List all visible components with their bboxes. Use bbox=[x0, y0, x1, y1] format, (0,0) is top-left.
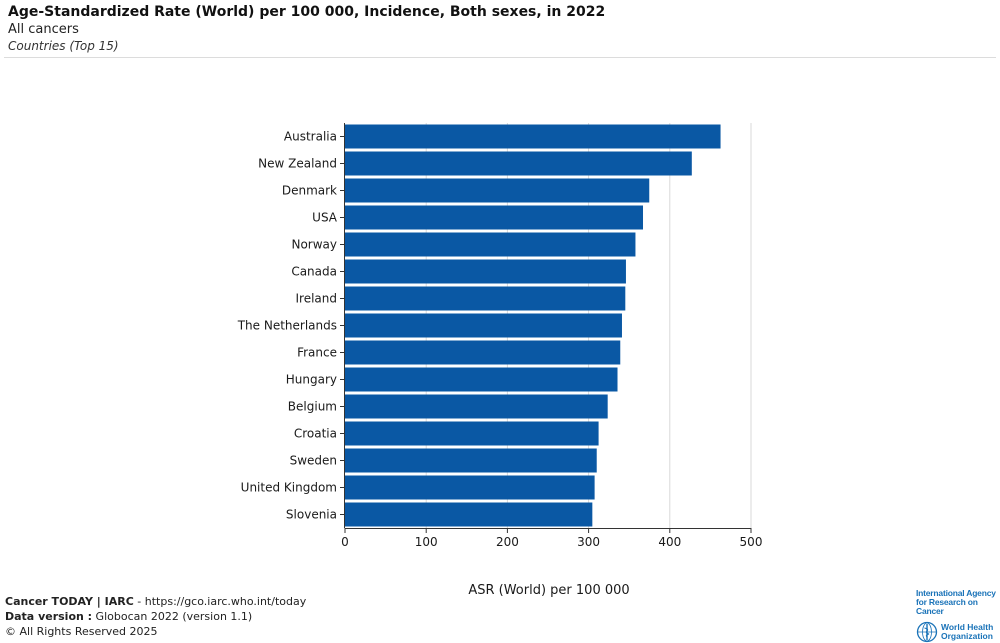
bar: Australia: 462.5 bbox=[345, 124, 721, 149]
bar: United Kingdom: 307.4 bbox=[345, 475, 595, 500]
chart-header: Age-Standardized Rate (World) per 100 00… bbox=[8, 3, 995, 54]
category-label: Hungary bbox=[286, 373, 337, 387]
chart-scope: Countries (Top 15) bbox=[8, 39, 119, 53]
category-label: Australia bbox=[284, 130, 337, 144]
bar: New Zealand: 427.1 bbox=[345, 151, 692, 176]
category-label: Sweden bbox=[290, 454, 337, 468]
who-emblem-icon bbox=[916, 621, 938, 643]
category-label: The Netherlands bbox=[237, 319, 337, 333]
bar: The Netherlands: 341.1 bbox=[345, 313, 622, 338]
x-tick-label: 500 bbox=[740, 535, 763, 549]
bar: Slovenia: 304.6 bbox=[345, 502, 593, 527]
footer-data-version: Data version : Globocan 2022 (version 1.… bbox=[5, 609, 306, 624]
data-version-value: Globocan 2022 (version 1.1) bbox=[92, 610, 253, 623]
x-tick-label: 100 bbox=[415, 535, 438, 549]
footer-url: - https://gco.iarc.who.int/today bbox=[133, 595, 307, 608]
footer: Cancer TODAY | IARC - https://gco.iarc.w… bbox=[5, 594, 306, 639]
who-logo-line1: World Health bbox=[941, 622, 994, 632]
bar: Denmark: 374.7 bbox=[345, 178, 650, 203]
data-version-label: Data version : bbox=[5, 610, 93, 623]
category-label: Denmark bbox=[282, 184, 337, 198]
category-label: Belgium bbox=[288, 400, 337, 414]
bar: Croatia: 312.3 bbox=[345, 421, 599, 446]
bar: France: 339 bbox=[345, 340, 621, 365]
x-tick-label: 300 bbox=[577, 535, 600, 549]
footer-copyright: © All Rights Reserved 2025 bbox=[5, 625, 158, 638]
category-label: Slovenia bbox=[286, 508, 337, 522]
x-tick-label: 0 bbox=[341, 535, 349, 549]
logos: International Agency for Research on Can… bbox=[916, 589, 998, 643]
iarc-logo-line2: for Research on Cancer bbox=[916, 597, 978, 616]
who-logo-line2: Organization bbox=[941, 631, 993, 641]
bar: USA: 367 bbox=[345, 205, 644, 230]
bar: Norway: 357.7 bbox=[345, 232, 636, 257]
category-label: USA bbox=[312, 211, 338, 225]
category-label: United Kingdom bbox=[241, 481, 337, 495]
iarc-logo-line1: International Agency bbox=[916, 588, 996, 598]
bar: Belgium: 323.5 bbox=[345, 394, 608, 419]
x-tick-label: 400 bbox=[658, 535, 681, 549]
who-logo: World Health Organization bbox=[916, 621, 998, 643]
category-label: Ireland bbox=[295, 292, 337, 306]
x-axis-title: ASR (World) per 100 000 bbox=[468, 583, 629, 598]
chart-subtitle: All cancers bbox=[8, 22, 79, 37]
iarc-logo: International Agency for Research on Can… bbox=[916, 589, 998, 616]
bar: Sweden: 310 bbox=[345, 448, 597, 473]
category-label: New Zealand bbox=[258, 157, 337, 171]
bar: Ireland: 345.2 bbox=[345, 286, 626, 311]
footer-brand: Cancer TODAY | IARC bbox=[5, 595, 134, 608]
category-label: Norway bbox=[291, 238, 337, 252]
bar: Canada: 346 bbox=[345, 259, 626, 284]
category-label: Canada bbox=[291, 265, 337, 279]
who-logo-text: World Health Organization bbox=[941, 623, 993, 641]
category-label: France bbox=[297, 346, 337, 360]
footer-source: Cancer TODAY | IARC - https://gco.iarc.w… bbox=[5, 594, 306, 609]
header-divider bbox=[4, 57, 996, 58]
x-tick-label: 200 bbox=[496, 535, 519, 549]
category-label: Croatia bbox=[294, 427, 337, 441]
chart-title: Age-Standardized Rate (World) per 100 00… bbox=[8, 4, 606, 20]
bar: Hungary: 335.6 bbox=[345, 367, 618, 392]
